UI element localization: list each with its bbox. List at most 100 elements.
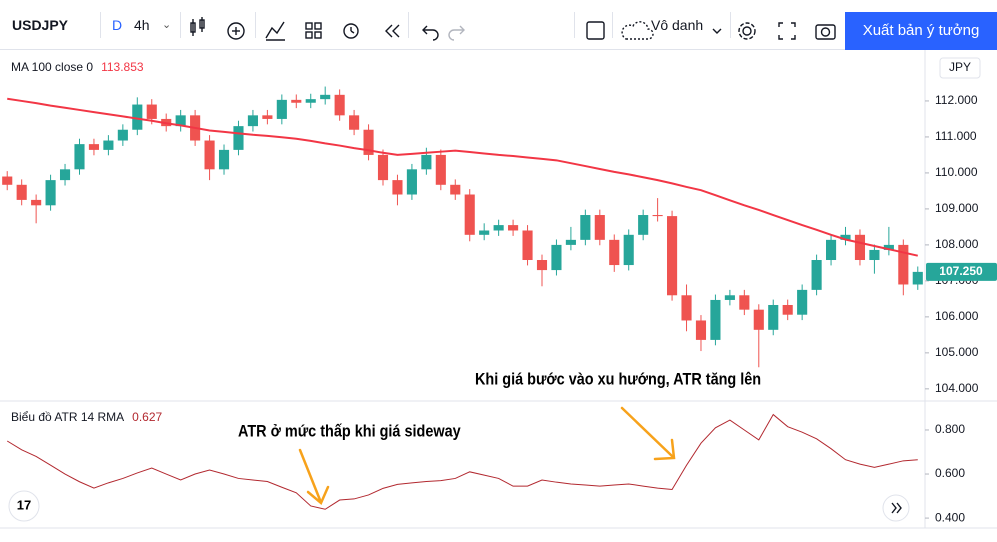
candle-body	[898, 244, 909, 285]
symbol[interactable]: USDJPY	[12, 17, 69, 33]
fullscreen-icon[interactable]	[778, 22, 796, 40]
legend-name: Biểu đồ ATR 14 RMA	[11, 410, 124, 424]
candle-body	[218, 149, 230, 170]
legend-value: 113.853	[101, 60, 144, 74]
candle-body	[88, 144, 100, 150]
candle-body	[175, 115, 186, 127]
alert-icon[interactable]	[343, 23, 359, 39]
candle-body	[522, 230, 533, 261]
annotation: ATR ở mức thấp khi giá sideway	[238, 422, 461, 440]
y-tick-label: 110.000	[935, 165, 978, 179]
candle-body	[825, 239, 837, 261]
candle-body	[406, 169, 417, 195]
candle-body	[74, 144, 85, 170]
candle-body	[59, 169, 71, 181]
separator	[612, 12, 613, 38]
candle-body	[739, 295, 750, 310]
candle-body	[854, 234, 866, 261]
candle-body	[493, 225, 504, 231]
last-price-label: 107.250	[939, 264, 983, 278]
candle-body	[883, 244, 894, 250]
legend-value: 0.627	[132, 410, 162, 424]
candle-body	[204, 140, 215, 170]
templates-icon[interactable]	[305, 22, 322, 39]
candle-body	[609, 239, 620, 266]
candle-body	[363, 129, 374, 155]
separator	[180, 12, 181, 38]
layout-name[interactable]: Vô danh	[651, 17, 704, 33]
candle-body	[710, 299, 721, 340]
undo-icon[interactable]	[422, 25, 439, 41]
candle-body	[479, 230, 490, 235]
candle-body	[724, 295, 735, 300]
range-button[interactable]: D	[112, 17, 123, 33]
candle-body	[753, 309, 764, 330]
indicators-icon[interactable]	[265, 21, 285, 41]
candle-body	[536, 260, 548, 271]
publish-button[interactable]: Xuất bản ý tưởng	[845, 12, 997, 50]
candle-body	[233, 126, 244, 150]
y-tick-label: 111.000	[935, 129, 977, 143]
add-indicator-icon[interactable]	[227, 22, 245, 40]
snapshot-icon[interactable]	[815, 24, 836, 40]
y-tick-label: 106.000	[935, 309, 979, 323]
candle-body	[421, 154, 432, 170]
layout-icon[interactable]	[586, 21, 605, 40]
candle-body	[2, 176, 13, 185]
series-line	[6, 413, 918, 510]
candle-body	[695, 320, 707, 340]
candle-body	[392, 180, 403, 195]
candle-body	[652, 215, 663, 217]
scroll-button[interactable]	[882, 494, 910, 522]
candle-body	[117, 129, 128, 141]
candle-body	[320, 94, 331, 100]
candle-body	[132, 104, 143, 130]
candle-body	[305, 99, 316, 103]
separator	[255, 12, 256, 38]
candle-body	[594, 215, 605, 240]
redo-icon[interactable]	[448, 25, 465, 41]
candle-body	[768, 304, 779, 330]
legend-name: MA 100 close 0	[11, 60, 93, 74]
candle-body	[580, 215, 591, 240]
separator	[574, 12, 575, 38]
y-tick-label: 109.000	[935, 201, 979, 215]
separator	[408, 12, 409, 38]
candle-body	[349, 115, 360, 130]
candle-body	[681, 295, 692, 321]
cloud-icon	[621, 21, 654, 40]
last-price-box	[926, 262, 997, 281]
interval-button[interactable]: 4h	[134, 17, 150, 33]
series-line	[7, 97, 918, 257]
candle-body	[811, 260, 822, 290]
layout-dropdown[interactable]	[712, 28, 722, 34]
candle-body	[45, 180, 56, 206]
candle-body	[840, 234, 851, 240]
settings-icon[interactable]	[738, 22, 756, 40]
candle-body	[334, 94, 345, 116]
candle-body	[377, 154, 389, 181]
interval-dropdown[interactable]: ⌄	[162, 19, 172, 31]
annotation: Khi giá bước vào xu hướng, ATR tăng lên	[475, 370, 761, 388]
candle-body	[262, 115, 273, 119]
candle-body	[146, 104, 157, 119]
candle-body	[912, 271, 923, 285]
candle-icon[interactable]	[190, 17, 205, 36]
candle-body	[276, 99, 287, 119]
toolbar-icons	[190, 17, 836, 41]
replay-icon[interactable]	[385, 24, 400, 38]
y-tick-label: 0.800	[935, 422, 965, 436]
y-tick-label: 0.600	[935, 466, 965, 480]
candle-body	[435, 154, 446, 185]
candle-body	[16, 184, 27, 200]
candle-body	[103, 140, 114, 150]
separator	[100, 12, 101, 38]
candle-body	[31, 199, 42, 206]
toolbar: USDJPY D 4h ⌄	[0, 0, 997, 50]
candle-body	[464, 194, 475, 235]
candle-body	[551, 244, 562, 271]
y-tick-label: 105.000	[935, 345, 979, 359]
currency-box	[939, 57, 981, 79]
